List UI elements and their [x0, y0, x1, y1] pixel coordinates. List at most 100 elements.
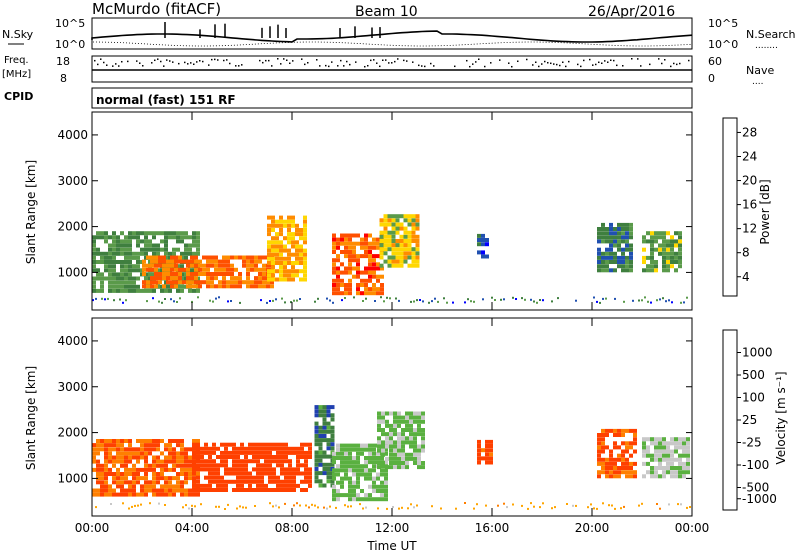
heatmap-cell — [650, 251, 654, 256]
heatmap-cell — [360, 497, 364, 502]
heatmap-cell — [336, 468, 340, 473]
heatmap-cell — [680, 503, 682, 506]
heatmap-cell — [156, 463, 160, 468]
heatmap-cell — [192, 483, 196, 488]
heatmap-cell — [148, 272, 152, 277]
heatmap-cell — [405, 419, 409, 424]
heatmap-cell — [222, 276, 226, 281]
heatmap-cell — [256, 455, 260, 459]
nave-dot — [160, 60, 162, 63]
heatmap-cell — [625, 268, 629, 273]
heatmap-cell — [164, 288, 168, 293]
heatmap-cell — [104, 268, 108, 273]
heatmap-cell — [148, 439, 152, 443]
heatmap-cell — [168, 443, 172, 448]
heatmap-cell — [188, 243, 192, 248]
heatmap-cell — [112, 239, 116, 244]
heatmap-cell — [650, 301, 652, 304]
heatmap-cell — [150, 267, 154, 272]
heatmap-cell — [264, 459, 268, 464]
heatmap-cell — [405, 428, 409, 432]
heatmap-cell — [421, 428, 425, 432]
heatmap-cell — [633, 461, 637, 466]
heatmap-cell — [376, 472, 380, 477]
heatmap-cell — [140, 484, 144, 489]
heatmap-cell — [248, 488, 252, 492]
heatmap-cell — [144, 492, 148, 497]
heatmap-cell — [267, 228, 271, 232]
heatmap-cell — [218, 296, 220, 299]
heatmap-cell — [136, 264, 140, 269]
heatmap-cell — [172, 455, 176, 460]
nave-dot — [103, 61, 105, 64]
heatmap-cell — [108, 243, 112, 248]
heatmap-cell — [276, 442, 280, 447]
heatmap-cell — [348, 270, 352, 275]
heatmap-cell — [372, 460, 376, 465]
nave-dot — [478, 58, 480, 60]
heatmap-cell — [296, 463, 300, 468]
heatmap-cell — [119, 298, 121, 301]
heatmap-cell — [132, 467, 136, 472]
heatmap-cell — [629, 235, 633, 240]
heatmap-cell — [674, 441, 678, 446]
heatmap-cell — [132, 463, 136, 468]
heatmap-cell — [192, 492, 196, 497]
heatmap-cell — [190, 276, 194, 281]
heatmap-cell — [268, 442, 272, 447]
heatmap-cell — [228, 467, 232, 472]
heatmap-cell — [481, 233, 485, 238]
heatmap-cell — [260, 488, 264, 492]
heatmap-cell — [246, 267, 250, 272]
heatmap-cell — [613, 470, 617, 475]
heatmap-cell — [248, 450, 252, 455]
heatmap-cell — [326, 425, 331, 430]
heatmap-cell — [629, 453, 633, 458]
heatmap-cell — [332, 245, 336, 250]
heatmap-cell — [280, 455, 284, 459]
heatmap-cell — [96, 260, 100, 264]
colorbar-tick-label: 4 — [742, 270, 750, 284]
heatmap-cell — [621, 260, 625, 264]
heatmap-cell — [399, 239, 404, 243]
heatmap-cell — [283, 273, 287, 278]
heatmap-cell — [92, 239, 96, 244]
heatmap-cell — [192, 231, 196, 236]
heatmap-cell — [344, 241, 348, 246]
heatmap-cell — [176, 463, 180, 468]
heatmap-cell — [136, 255, 140, 260]
heatmap-cell — [276, 483, 280, 488]
heatmap-cell — [299, 244, 303, 249]
heatmap-cell — [158, 280, 162, 285]
heatmap-cell — [206, 263, 210, 268]
heatmap-cell — [674, 449, 678, 454]
heatmap-cell — [92, 451, 96, 456]
heatmap-cell — [170, 259, 174, 264]
heatmap-cell — [383, 218, 388, 223]
heatmap-cell — [613, 235, 617, 240]
heatmap-cell — [409, 411, 413, 416]
heatmap-cell — [146, 284, 150, 289]
heatmap-cell — [379, 247, 384, 252]
heatmap-cell — [176, 301, 178, 303]
heatmap-cell — [642, 268, 646, 273]
heatmap-cell — [168, 447, 172, 452]
heatmap-cell — [670, 239, 674, 244]
heatmap-cell — [609, 457, 613, 462]
heatmap-cell — [108, 235, 112, 240]
heatmap-cell — [168, 251, 172, 256]
heatmap-cell — [164, 455, 168, 460]
heatmap-cell — [245, 506, 247, 509]
heatmap-cell — [104, 239, 108, 244]
heatmap-cell — [266, 280, 270, 285]
heatmap-cell — [186, 267, 190, 272]
heatmap-cell — [410, 503, 412, 506]
heatmap-cell — [180, 288, 184, 293]
heatmap-cell — [144, 480, 148, 485]
heatmap-cell — [112, 476, 116, 481]
heatmap-cell — [352, 233, 356, 238]
heatmap-cell — [222, 272, 226, 276]
nave-dot — [454, 65, 456, 68]
heatmap-cell — [413, 440, 417, 445]
heatmap-cell — [244, 479, 248, 484]
